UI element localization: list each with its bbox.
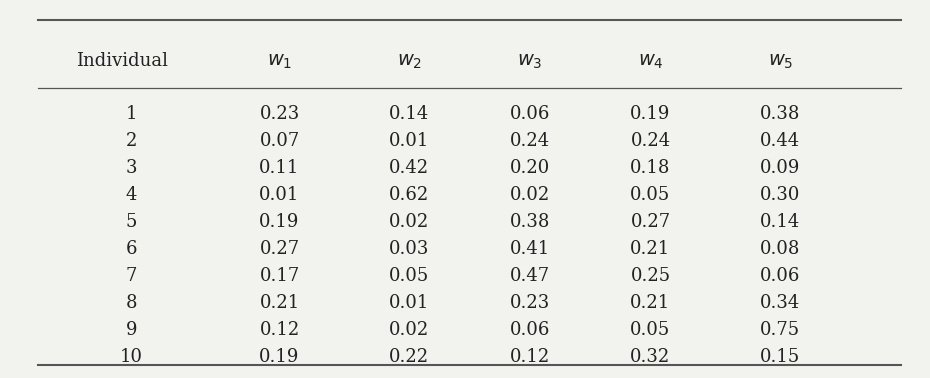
Text: 8: 8 [126, 294, 137, 312]
Text: 1: 1 [126, 105, 137, 123]
Text: 0.22: 0.22 [390, 348, 430, 366]
Text: 0.19: 0.19 [631, 105, 671, 123]
Text: 0.01: 0.01 [389, 294, 430, 312]
Text: 0.01: 0.01 [259, 186, 299, 204]
Text: 0.21: 0.21 [631, 294, 671, 312]
Text: 0.06: 0.06 [510, 321, 550, 339]
Text: $\mathit{w}_4$: $\mathit{w}_4$ [638, 52, 663, 71]
Text: 0.02: 0.02 [510, 186, 550, 204]
Text: 0.21: 0.21 [259, 294, 299, 312]
Text: 0.05: 0.05 [631, 321, 671, 339]
Text: 0.01: 0.01 [389, 132, 430, 150]
Text: 0.38: 0.38 [760, 105, 801, 123]
Text: 0.05: 0.05 [390, 267, 430, 285]
Text: 0.02: 0.02 [390, 321, 430, 339]
Text: 0.24: 0.24 [510, 132, 550, 150]
Text: 0.75: 0.75 [760, 321, 801, 339]
Text: 0.08: 0.08 [760, 240, 801, 258]
Text: 0.11: 0.11 [259, 159, 299, 177]
Text: 0.14: 0.14 [760, 213, 801, 231]
Text: 9: 9 [126, 321, 137, 339]
Text: 0.18: 0.18 [631, 159, 671, 177]
Text: 0.19: 0.19 [259, 213, 299, 231]
Text: 0.41: 0.41 [510, 240, 550, 258]
Text: 0.07: 0.07 [259, 132, 299, 150]
Text: 4: 4 [126, 186, 137, 204]
Text: 0.47: 0.47 [510, 267, 550, 285]
Text: $\mathit{w}_1$: $\mathit{w}_1$ [267, 52, 292, 71]
Text: 5: 5 [126, 213, 137, 231]
Text: 2: 2 [126, 132, 137, 150]
Text: 0.23: 0.23 [510, 294, 550, 312]
Text: 0.17: 0.17 [259, 267, 299, 285]
Text: 0.23: 0.23 [259, 105, 299, 123]
Text: 0.06: 0.06 [760, 267, 801, 285]
Text: 0.24: 0.24 [631, 132, 671, 150]
Text: 0.12: 0.12 [510, 348, 550, 366]
Text: 0.42: 0.42 [390, 159, 430, 177]
Text: 0.03: 0.03 [389, 240, 430, 258]
Text: 0.20: 0.20 [510, 159, 550, 177]
Text: 7: 7 [126, 267, 137, 285]
Text: 0.38: 0.38 [510, 213, 550, 231]
Text: 3: 3 [126, 159, 137, 177]
Text: $\mathit{w}_2$: $\mathit{w}_2$ [397, 52, 422, 71]
Text: $\mathit{w}_5$: $\mathit{w}_5$ [767, 52, 793, 71]
Text: 0.27: 0.27 [631, 213, 671, 231]
Text: 0.05: 0.05 [631, 186, 671, 204]
Text: 0.19: 0.19 [259, 348, 299, 366]
Text: 0.14: 0.14 [390, 105, 430, 123]
Text: 0.44: 0.44 [760, 132, 801, 150]
Text: 0.25: 0.25 [631, 267, 671, 285]
Text: 0.12: 0.12 [259, 321, 299, 339]
Text: 6: 6 [126, 240, 137, 258]
Text: 0.06: 0.06 [510, 105, 550, 123]
Text: 0.34: 0.34 [760, 294, 801, 312]
Text: 0.27: 0.27 [259, 240, 299, 258]
Text: $\mathit{w}_3$: $\mathit{w}_3$ [517, 52, 542, 71]
Text: 0.21: 0.21 [631, 240, 671, 258]
Text: 0.62: 0.62 [390, 186, 430, 204]
Text: 0.32: 0.32 [631, 348, 671, 366]
Text: Individual: Individual [75, 53, 167, 70]
Text: 0.30: 0.30 [760, 186, 801, 204]
Text: 0.02: 0.02 [390, 213, 430, 231]
Text: 0.15: 0.15 [760, 348, 801, 366]
Text: 10: 10 [120, 348, 142, 366]
Text: 0.09: 0.09 [760, 159, 801, 177]
